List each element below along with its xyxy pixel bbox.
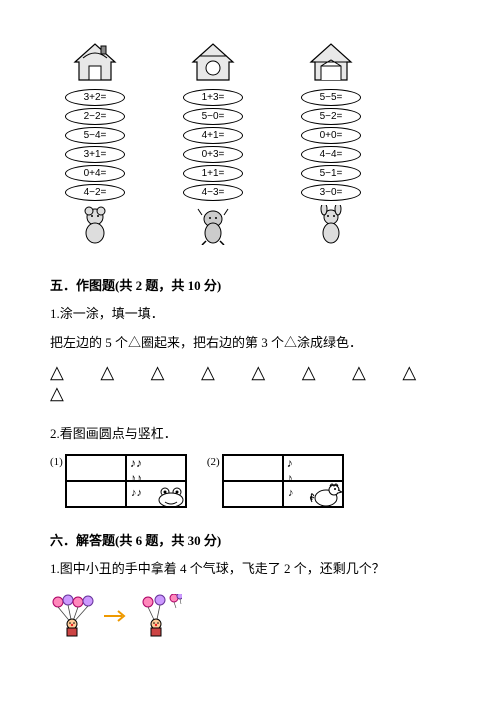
- box-2: (2) ♪♪ ♪: [207, 454, 344, 508]
- picture-boxes: (1) ♪♪♪♪ ♪♪ (2) ♪♪: [50, 454, 450, 508]
- rooster-icon: ♪: [284, 482, 343, 507]
- bubble: 4−3=: [183, 184, 243, 201]
- clown-after-icon: [138, 594, 182, 638]
- math-columns: 3+2= 2−2= 5−4= 3+1= 0+4= 4−2= 1+3= 5−0= …: [50, 40, 450, 245]
- question-5-1b: 把左边的 5 个△圈起来，把右边的第 3 个△涂成绿色．: [50, 333, 450, 354]
- bubble: 3−0=: [301, 184, 361, 201]
- grid: ♪♪ ♪: [222, 454, 344, 508]
- animal-icon: [314, 205, 348, 245]
- column-3: 5−5= 5−2= 0+0= 4−4= 5−1= 3−0=: [286, 40, 376, 245]
- bubble: 0+3=: [183, 146, 243, 163]
- bubble: 5−0=: [183, 108, 243, 125]
- section-5-title: 五．作图题(共 2 题，共 10 分): [50, 275, 450, 294]
- triangles-row: △ △ △ △ △ △ △ △ △: [50, 362, 450, 404]
- notes-cell: ♪♪: [283, 455, 343, 481]
- notes-cell: ♪♪♪♪: [126, 455, 186, 481]
- question-6-1: 1.图中小丑的手中拿着 4 个气球，飞走了 2 个，还剩几个？: [50, 559, 450, 580]
- rooster-cell: ♪: [283, 481, 343, 507]
- grid: ♪♪♪♪ ♪♪: [65, 454, 187, 508]
- bubble: 5−2=: [301, 108, 361, 125]
- bubble: 2−2=: [65, 108, 125, 125]
- clown-before-icon: [50, 594, 94, 638]
- box-label: (2): [207, 456, 220, 468]
- bubble: 0+0=: [301, 127, 361, 144]
- bubble: 5−4=: [65, 127, 125, 144]
- bubble: 1+3=: [183, 89, 243, 106]
- section-6-title: 六．解答题(共 6 题，共 30 分): [50, 530, 450, 549]
- bubble: 5−5=: [301, 89, 361, 106]
- animal-icon: [78, 205, 112, 245]
- animal-icon: [196, 205, 230, 245]
- box-label: (1): [50, 456, 63, 468]
- house-icon: [189, 40, 237, 84]
- bubble: 4+1=: [183, 127, 243, 144]
- svg-text:♪♪: ♪♪: [131, 487, 142, 499]
- bubble: 0+4=: [65, 165, 125, 182]
- svg-text:♪: ♪: [288, 487, 294, 499]
- bubble: 3+2=: [65, 89, 125, 106]
- clown-row: [50, 594, 450, 638]
- bubble: 5−1=: [301, 165, 361, 182]
- frog-icon: ♪♪: [127, 482, 186, 507]
- column-1: 3+2= 2−2= 5−4= 3+1= 0+4= 4−2=: [50, 40, 140, 245]
- house-icon: [307, 40, 355, 84]
- arrow-icon: [104, 610, 128, 622]
- bubble: 3+1=: [65, 146, 125, 163]
- question-5-2: 2.看图画圆点与竖杠．: [50, 424, 450, 445]
- frog-cell: ♪♪: [126, 481, 186, 507]
- house-icon: [71, 40, 119, 84]
- bubble: 4−4=: [301, 146, 361, 163]
- column-2: 1+3= 5−0= 4+1= 0+3= 1+1= 4−3=: [168, 40, 258, 245]
- bubble: 1+1=: [183, 165, 243, 182]
- question-5-1: 1.涂一涂，填一填．: [50, 304, 450, 325]
- box-1: (1) ♪♪♪♪ ♪♪: [50, 454, 187, 508]
- bubble: 4−2=: [65, 184, 125, 201]
